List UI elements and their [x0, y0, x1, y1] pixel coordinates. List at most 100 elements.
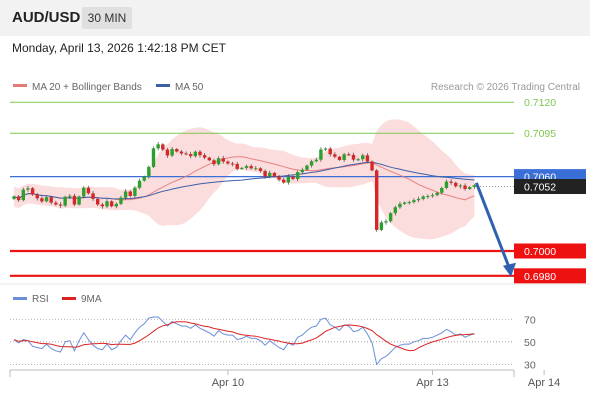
candle-bearish: [100, 204, 105, 207]
candle-bullish: [300, 169, 304, 173]
candle-bullish: [123, 191, 128, 198]
candle-bearish: [235, 163, 239, 169]
header-bar: AUD/USD 30 MIN: [0, 0, 590, 36]
bollinger-band-fill: [14, 119, 475, 240]
candle-bullish: [379, 222, 384, 230]
candle-bullish: [361, 155, 365, 160]
price-tag-support: [514, 243, 586, 259]
candle-bearish: [96, 198, 100, 205]
candle-bullish: [105, 201, 109, 207]
candle-bearish: [91, 193, 95, 199]
forecast-arrow-line: [474, 182, 512, 271]
candle-bearish: [109, 201, 114, 207]
price-label: 0.7052: [524, 182, 556, 194]
chart-card: [0, 36, 590, 400]
price-level-layer: [10, 101, 514, 277]
candle-bullish: [421, 196, 425, 199]
candle-bullish: [309, 161, 314, 166]
candle-bullish: [384, 221, 388, 223]
candle-bullish: [435, 192, 439, 196]
candle-bullish: [458, 185, 463, 187]
ma50-legend-label: MA 50: [175, 82, 204, 93]
candle-bullish: [254, 168, 258, 170]
candle-bearish: [454, 182, 458, 187]
candle-bearish: [347, 154, 351, 156]
candle-bullish: [430, 195, 435, 197]
candle-bullish: [244, 166, 249, 168]
ma50-line: [13, 161, 475, 200]
candle-bullish: [21, 189, 25, 201]
candle-bullish: [26, 188, 30, 190]
candle-bearish: [249, 166, 253, 169]
rsi-legend-swatch: [13, 297, 27, 300]
candle-bullish: [12, 196, 16, 199]
candle-bullish: [314, 159, 318, 162]
candle-bearish: [175, 149, 179, 152]
candle-bearish: [49, 197, 53, 203]
candle-bearish: [365, 155, 370, 162]
candle-bearish: [184, 153, 188, 155]
candle-bearish: [189, 154, 193, 157]
candle-bullish: [342, 154, 346, 160]
ma50-legend-swatch: [156, 84, 170, 87]
candle-bearish: [72, 195, 77, 205]
candle-bearish: [463, 185, 467, 189]
candle-bullish: [133, 187, 137, 196]
candle-bearish: [333, 154, 337, 157]
candle-bullish: [142, 176, 146, 181]
candle-bearish: [198, 151, 202, 156]
candle-bearish: [337, 156, 342, 160]
candle-bullish: [119, 197, 123, 204]
candle-bullish: [68, 195, 72, 197]
candle-bearish: [86, 187, 91, 194]
candle-bullish: [295, 172, 300, 179]
candle-bullish: [77, 196, 81, 205]
candle-bullish: [402, 202, 407, 204]
candle-bearish: [449, 181, 453, 183]
rsi-ma-line: [13, 321, 475, 352]
candle-bullish: [468, 187, 472, 189]
candle-bearish: [375, 170, 379, 230]
rsi-line: [13, 316, 475, 366]
bollinger-band-layer: [14, 119, 475, 240]
candle-bullish: [319, 149, 323, 160]
price-label: 0.7095: [524, 128, 556, 140]
instrument-title: AUD/USD: [12, 9, 81, 26]
candle-bearish: [351, 154, 356, 160]
candle-bullish: [137, 180, 142, 188]
price-label: 0.7120: [524, 97, 556, 109]
candle-bearish: [58, 204, 63, 206]
candle-bearish: [212, 160, 216, 165]
candle-bullish: [268, 172, 272, 177]
candle-bearish: [282, 179, 286, 183]
rsi-level-label: 50: [524, 337, 536, 349]
candle-bullish: [388, 213, 393, 222]
rsi-panel: 70 50 30: [10, 314, 536, 371]
timestamp-label: Monday, April 13, 2026 1:42:18 PM CET: [12, 41, 226, 55]
time-axis-label: Apr 13: [416, 377, 448, 389]
candle-bullish: [82, 187, 86, 197]
rsi-level-label: 70: [524, 314, 536, 326]
timeframe-button[interactable]: 30 MIN: [82, 7, 132, 29]
candle-bearish: [128, 191, 132, 196]
candle-bullish: [151, 148, 156, 167]
rsi-ma-legend-swatch: [62, 297, 76, 300]
candle-bearish: [40, 198, 44, 202]
price-label: 0.6980: [524, 271, 556, 283]
candle-bearish: [54, 202, 58, 205]
candle-bullish: [440, 188, 444, 193]
candle-bearish: [30, 188, 35, 195]
candle-bullish: [240, 167, 244, 169]
candle-bullish: [412, 200, 416, 203]
price-tag-current: [514, 179, 586, 195]
candle-bearish: [161, 144, 165, 150]
candle-bearish: [221, 158, 225, 162]
candle-bearish: [230, 163, 235, 165]
candle-bearish: [207, 157, 211, 161]
candle-bearish: [272, 172, 277, 177]
candle-bullish: [472, 185, 477, 188]
price-label: 0.7000: [524, 246, 556, 258]
candle-bullish: [156, 144, 160, 149]
